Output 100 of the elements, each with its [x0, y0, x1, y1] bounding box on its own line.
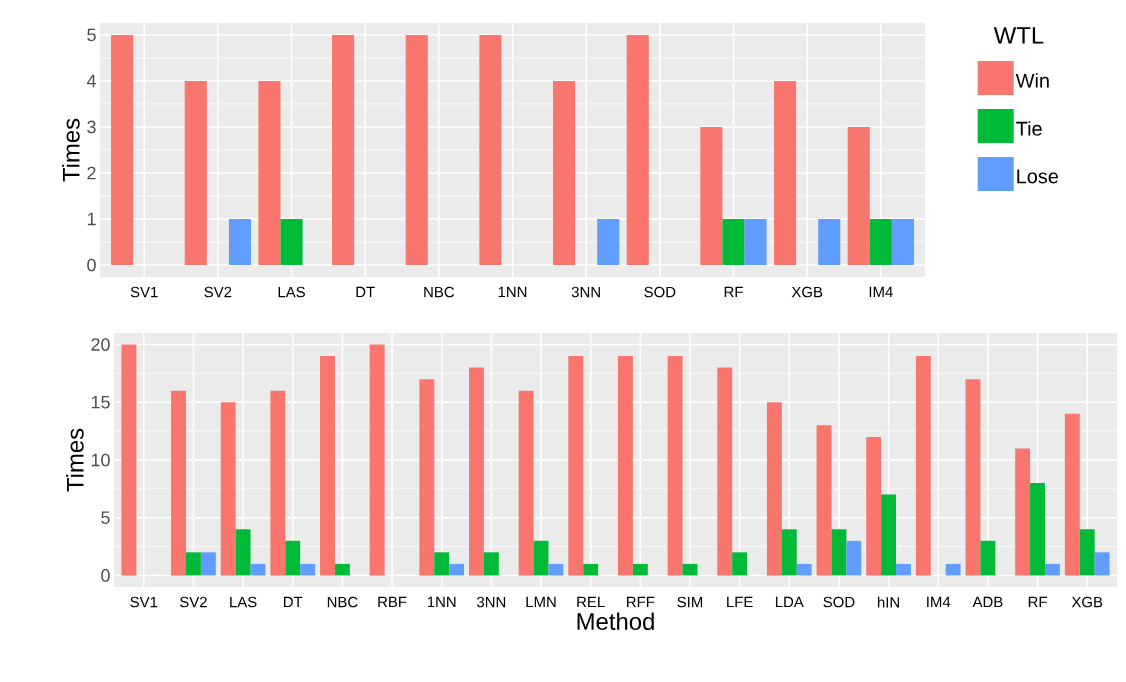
y-axis-title: Times: [62, 118, 80, 182]
bar: [1030, 483, 1045, 576]
y-axis-title: Times: [66, 428, 84, 492]
bar: [1044, 563, 1060, 576]
x-tick-label: RFF: [627, 596, 655, 608]
legend-label: Lose: [1017, 169, 1058, 184]
bar: [419, 379, 435, 576]
x-tick-label: NBC: [424, 286, 455, 298]
bar: [568, 356, 584, 576]
bar: [434, 552, 450, 576]
bar: [732, 552, 748, 576]
bar: [548, 563, 564, 576]
y-tick-label: 3: [87, 120, 96, 134]
bar: [285, 540, 301, 576]
x-tick-label: 3NN: [571, 286, 600, 298]
x-tick-label: IM4: [869, 286, 893, 298]
legend-label: Win: [1015, 73, 1049, 88]
y-tick-label: 2: [87, 166, 96, 180]
bar: [405, 34, 428, 266]
legend-title: WTL: [993, 27, 1044, 44]
x-tick-label: LFE: [727, 596, 753, 608]
x-tick-label: SIM: [677, 596, 703, 608]
bar: [881, 494, 897, 576]
bar: [869, 219, 892, 266]
bar: [1015, 448, 1031, 576]
bar: [171, 390, 186, 576]
bar: [847, 126, 870, 266]
x-tick-label: LMN: [526, 596, 556, 608]
bar: [300, 563, 316, 576]
y-tick-label: 20: [91, 338, 110, 351]
x-tick-label: LDA: [775, 596, 804, 608]
y-tick-label: 10: [91, 453, 110, 467]
bar: [449, 563, 465, 576]
bar: [220, 402, 236, 576]
bar: [700, 126, 723, 266]
x-axis-title: Method: [577, 612, 654, 630]
bar: [235, 529, 251, 576]
bar: [518, 390, 534, 576]
x-tick-label: DT: [356, 286, 375, 298]
legend-label: Tie: [1016, 121, 1042, 136]
bar: [1094, 552, 1110, 576]
x-tick-label: RF: [724, 286, 743, 298]
x-tick-label: DT: [284, 596, 303, 608]
y-tick-label: 4: [86, 74, 96, 88]
bar: [250, 563, 266, 576]
x-tick-label: 3NN: [476, 596, 506, 608]
bar: [1079, 529, 1095, 576]
bar: [553, 80, 576, 266]
bar: [280, 219, 303, 266]
bar: [965, 379, 981, 576]
bar: [816, 425, 832, 576]
y-tick-label: 5: [101, 511, 110, 524]
x-tick-label: REL: [577, 596, 605, 608]
bar: [258, 80, 281, 266]
bar: [617, 356, 633, 576]
bar: [945, 563, 961, 576]
bar: [831, 529, 847, 576]
bar: [722, 219, 745, 266]
bar: [774, 80, 797, 266]
bar: [184, 80, 207, 266]
x-tick-label: ADB: [972, 596, 1003, 608]
x-tick-label: NBC: [327, 596, 358, 608]
y-tick-label: 15: [91, 395, 110, 409]
bar: [334, 563, 350, 576]
bar: [1064, 413, 1080, 576]
bar: [818, 219, 841, 266]
x-tick-label: 1NN: [427, 596, 456, 608]
x-tick-label: XGB: [791, 286, 823, 298]
bar: [121, 344, 137, 576]
bar: [332, 34, 355, 266]
bar: [915, 356, 931, 576]
x-tick-label: 1NN: [498, 286, 527, 298]
bar: [866, 436, 882, 576]
x-tick-label: SOD: [823, 596, 855, 608]
bar: [469, 367, 484, 576]
y-tick-label: 5: [87, 28, 96, 42]
x-tick-label: RF: [1028, 596, 1047, 608]
x-tick-label: SOD: [644, 286, 676, 298]
y-tick-label: 1: [87, 212, 96, 226]
bar: [320, 356, 335, 576]
x-tick-label: SV1: [130, 286, 158, 298]
bar: [186, 552, 201, 576]
bar: [717, 367, 733, 576]
x-tick-label: RBF: [378, 596, 407, 608]
x-tick-label: LAS: [278, 286, 305, 298]
bar: [270, 390, 286, 576]
bar: [583, 563, 599, 576]
y-tick-label: 0: [87, 258, 96, 272]
bar: [744, 219, 767, 266]
bar: [781, 529, 797, 576]
bar: [483, 552, 499, 576]
x-tick-label: SV2: [204, 286, 232, 298]
bar: [980, 540, 996, 576]
bar: [228, 219, 252, 266]
x-tick-label: IM4: [927, 596, 951, 608]
y-tick-label: 0: [101, 569, 110, 582]
bar: [200, 552, 216, 576]
bar: [369, 344, 385, 576]
x-tick-label: LAS: [230, 596, 257, 608]
x-tick-label: SV2: [180, 596, 207, 608]
